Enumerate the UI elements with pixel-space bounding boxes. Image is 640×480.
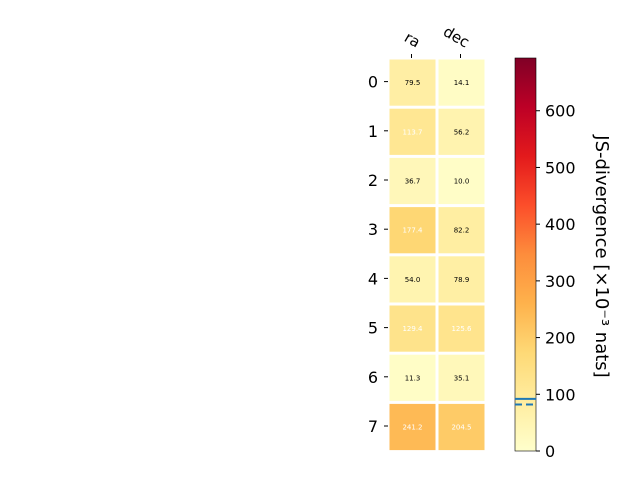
colorbar-tick-label: 400 — [545, 215, 576, 234]
row-tick-label: 1 — [368, 122, 378, 141]
heatmap-cell — [438, 157, 485, 205]
row-tick-label: 4 — [368, 269, 378, 288]
heatmap-cell — [389, 354, 436, 401]
colorbar — [514, 57, 537, 452]
col-tick-label: ra — [401, 28, 423, 51]
cell-value-label: 241.2 — [402, 424, 422, 432]
cell-value-label: 11.3 — [405, 374, 421, 382]
heatmap-cell — [438, 108, 485, 155]
heatmap-cell — [438, 59, 485, 106]
cell-value-label: 204.5 — [451, 424, 471, 432]
row-tick-label: 6 — [368, 368, 378, 387]
colorbar-tick-label: 500 — [545, 158, 576, 177]
cell-value-label: 82.2 — [454, 227, 470, 235]
row-tick-label: 5 — [368, 319, 378, 338]
row-tick-label: 7 — [368, 417, 378, 436]
cell-value-label: 78.9 — [454, 276, 470, 284]
colorbar-tick-label: 300 — [545, 272, 576, 291]
cell-value-label: 113.7 — [402, 128, 422, 136]
col-tick-label: dec — [440, 22, 472, 51]
colorbar-tick-label: 600 — [545, 102, 576, 121]
heatmap-cell — [389, 59, 436, 106]
cell-value-label: 14.1 — [454, 79, 470, 87]
colorbar-tick-label: 100 — [545, 385, 576, 404]
cell-value-label: 79.5 — [405, 79, 421, 87]
row-tick-label: 3 — [368, 220, 378, 239]
heatmap-cell — [438, 207, 485, 254]
heatmap-cell — [438, 403, 485, 451]
heatmap-cell — [389, 157, 436, 205]
heatmap-cell — [389, 108, 436, 155]
cell-value-label: 56.2 — [454, 128, 470, 136]
colorbar-tick-label: 0 — [545, 442, 555, 461]
heatmap-cell — [438, 305, 485, 352]
cell-value-label: 54.0 — [405, 276, 421, 284]
heatmap-cell — [389, 256, 436, 303]
heatmap-cell — [389, 305, 436, 352]
row-tick-label: 0 — [368, 73, 378, 92]
heatmap-cell — [389, 207, 436, 254]
heatmap-cell — [438, 256, 485, 303]
cell-value-label: 129.4 — [402, 325, 423, 333]
row-tick-label: 2 — [368, 171, 378, 190]
cell-value-label: 36.7 — [405, 178, 421, 186]
cell-value-label: 177.4 — [402, 227, 423, 235]
cell-value-label: 10.0 — [454, 178, 470, 186]
cell-value-label: 125.6 — [451, 325, 472, 333]
cell-value-label: 35.1 — [454, 374, 470, 382]
colorbar-tick-label: 200 — [545, 329, 576, 348]
heatmap-cell — [438, 354, 485, 401]
colorbar-label: JS-divergence [×10⁻³ nats] — [591, 134, 612, 377]
heatmap-cell — [389, 403, 436, 451]
